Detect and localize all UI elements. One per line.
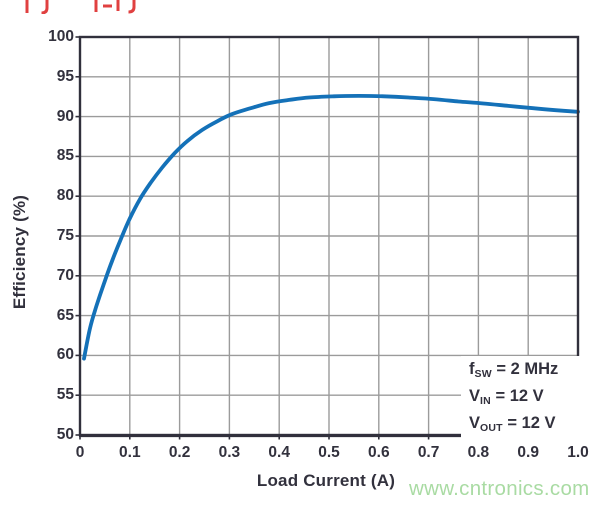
cropped-red-text-fragments <box>25 0 136 14</box>
y-tick-label-90: 90 <box>56 107 74 125</box>
x-tick-label-0.8: 0.8 <box>467 444 490 461</box>
x-tick-label-1.0: 1.0 <box>567 444 589 461</box>
x-tick-label-0.5: 0.5 <box>318 444 340 461</box>
y-tick-label-95: 95 <box>56 67 74 85</box>
x-tick-label-0.4: 0.4 <box>268 444 290 461</box>
x-tick-label-0.7: 0.7 <box>417 444 440 461</box>
watermark-url: www.cntronics.com <box>409 477 590 500</box>
y-tick-label-80: 80 <box>56 187 74 205</box>
y-tick-label-65: 65 <box>56 306 74 324</box>
y-tick-label-55: 55 <box>56 386 74 404</box>
annotation-line-fsw: fSW = 2 MHz <box>469 360 559 380</box>
y-tick-label-50: 50 <box>56 426 74 443</box>
y-tick-label-100: 100 <box>48 28 74 45</box>
x-tick-label-0.1: 0.1 <box>119 444 141 461</box>
x-tick-label-0: 0 <box>75 444 85 461</box>
operating-conditions-annotation: fSW = 2 MHz VIN = 12 V VOUT = 12 V <box>461 356 586 441</box>
x-tick-label-0.6: 0.6 <box>368 444 390 461</box>
y-tick-label-60: 60 <box>56 346 74 364</box>
red-glyph-stroke <box>41 0 49 14</box>
efficiency-curve <box>82 93 580 361</box>
y-axis-title: Efficiency (%) <box>10 194 29 310</box>
annotation-line-vin: VIN = 12 V <box>469 387 544 407</box>
y-tick-label-85: 85 <box>56 147 74 165</box>
y-tick-label-75: 75 <box>56 227 74 244</box>
annotation-line-vout: VOUT = 12 V <box>469 414 556 434</box>
x-tick-label-0.9: 0.9 <box>517 444 539 461</box>
x-tick-label-0.3: 0.3 <box>218 444 241 461</box>
x-axis-title: Load Current (A) <box>256 471 396 490</box>
y-tick-label-70: 70 <box>56 266 74 284</box>
red-glyph-stroke <box>128 0 136 14</box>
x-tick-label-0.2: 0.2 <box>168 444 191 461</box>
